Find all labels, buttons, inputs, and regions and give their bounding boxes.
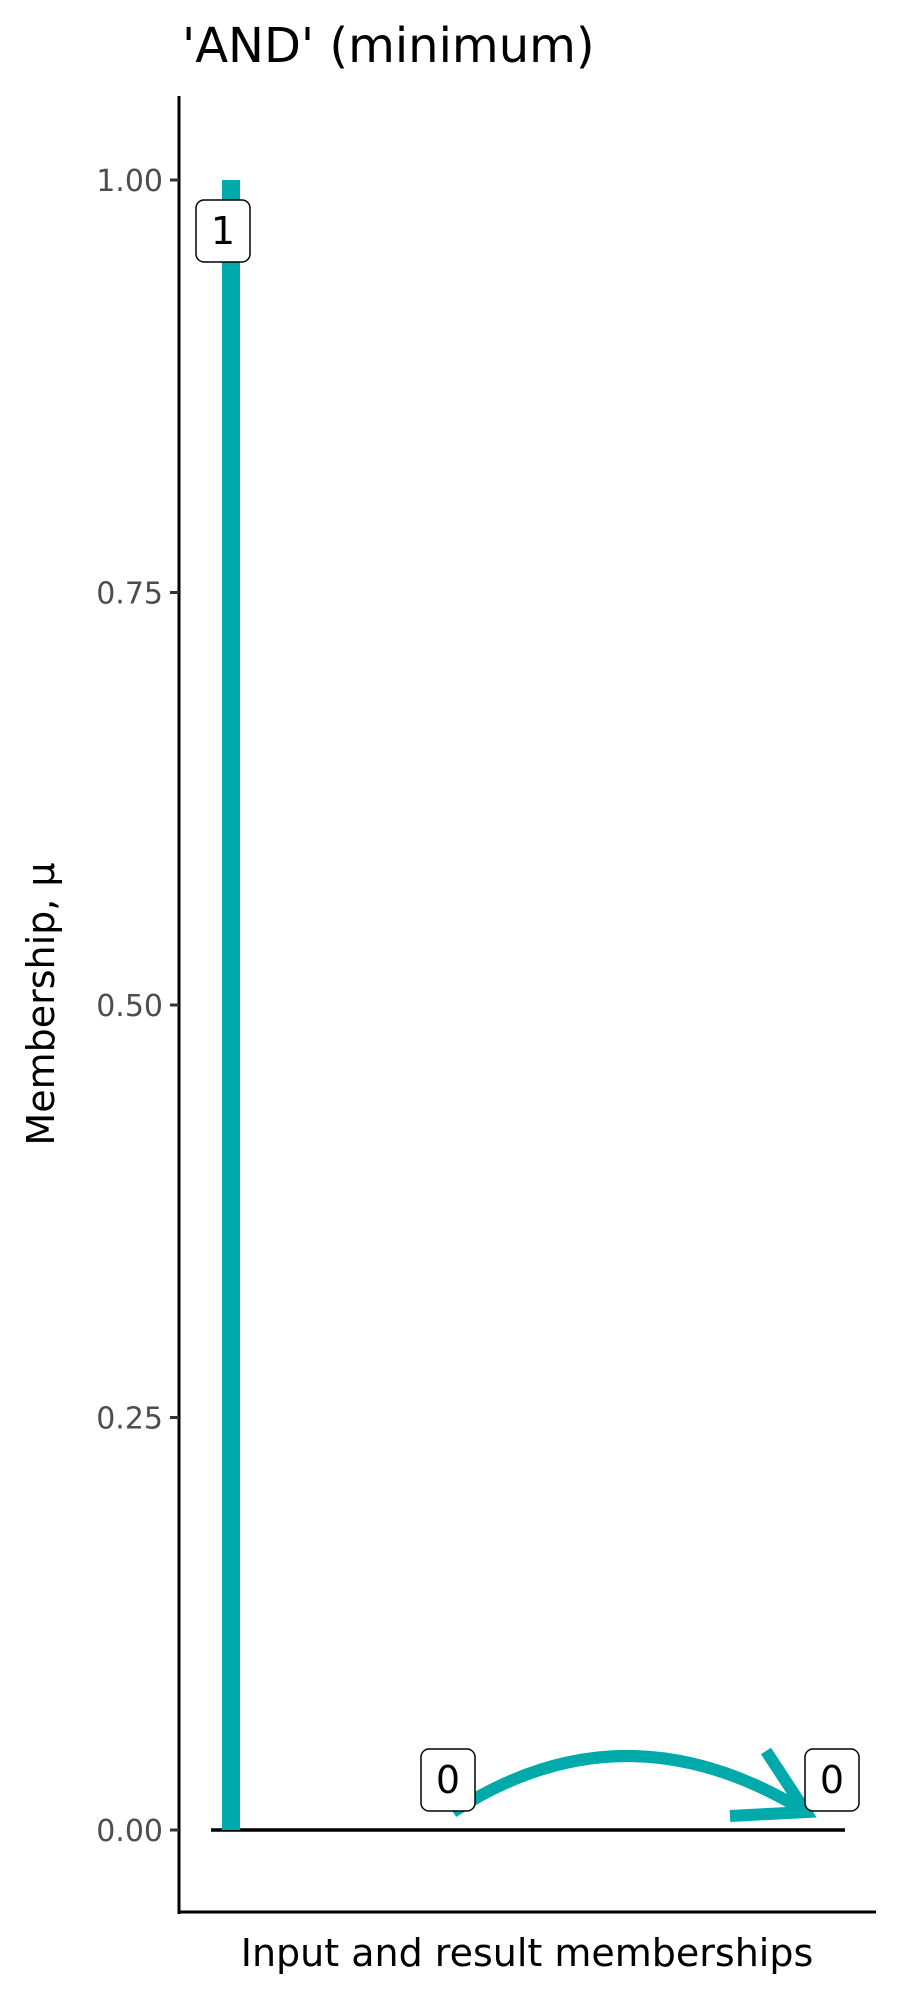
y-tick-label: 1.00 (96, 164, 163, 199)
data-label: 1 (211, 209, 235, 253)
y-tick-label: 0.50 (96, 989, 163, 1024)
arrow-head (729, 1747, 817, 1822)
data-label-box (195, 199, 251, 263)
y-tick-label: 0.00 (96, 1814, 163, 1849)
result-arrow (449, 1750, 810, 1818)
data-label-box (804, 1748, 860, 1812)
y-tick-label: 0.25 (96, 1402, 163, 1437)
y-axis-label: Membership, μ (19, 862, 63, 1145)
data-label: 0 (436, 1758, 460, 1802)
x-axis-label: Input and result memberships (241, 1931, 814, 1975)
data-label: 0 (820, 1758, 844, 1802)
data-label-box (420, 1748, 476, 1812)
y-tick-label: 0.75 (96, 577, 163, 612)
chart-title: 'AND' (minimum) (182, 18, 595, 74)
